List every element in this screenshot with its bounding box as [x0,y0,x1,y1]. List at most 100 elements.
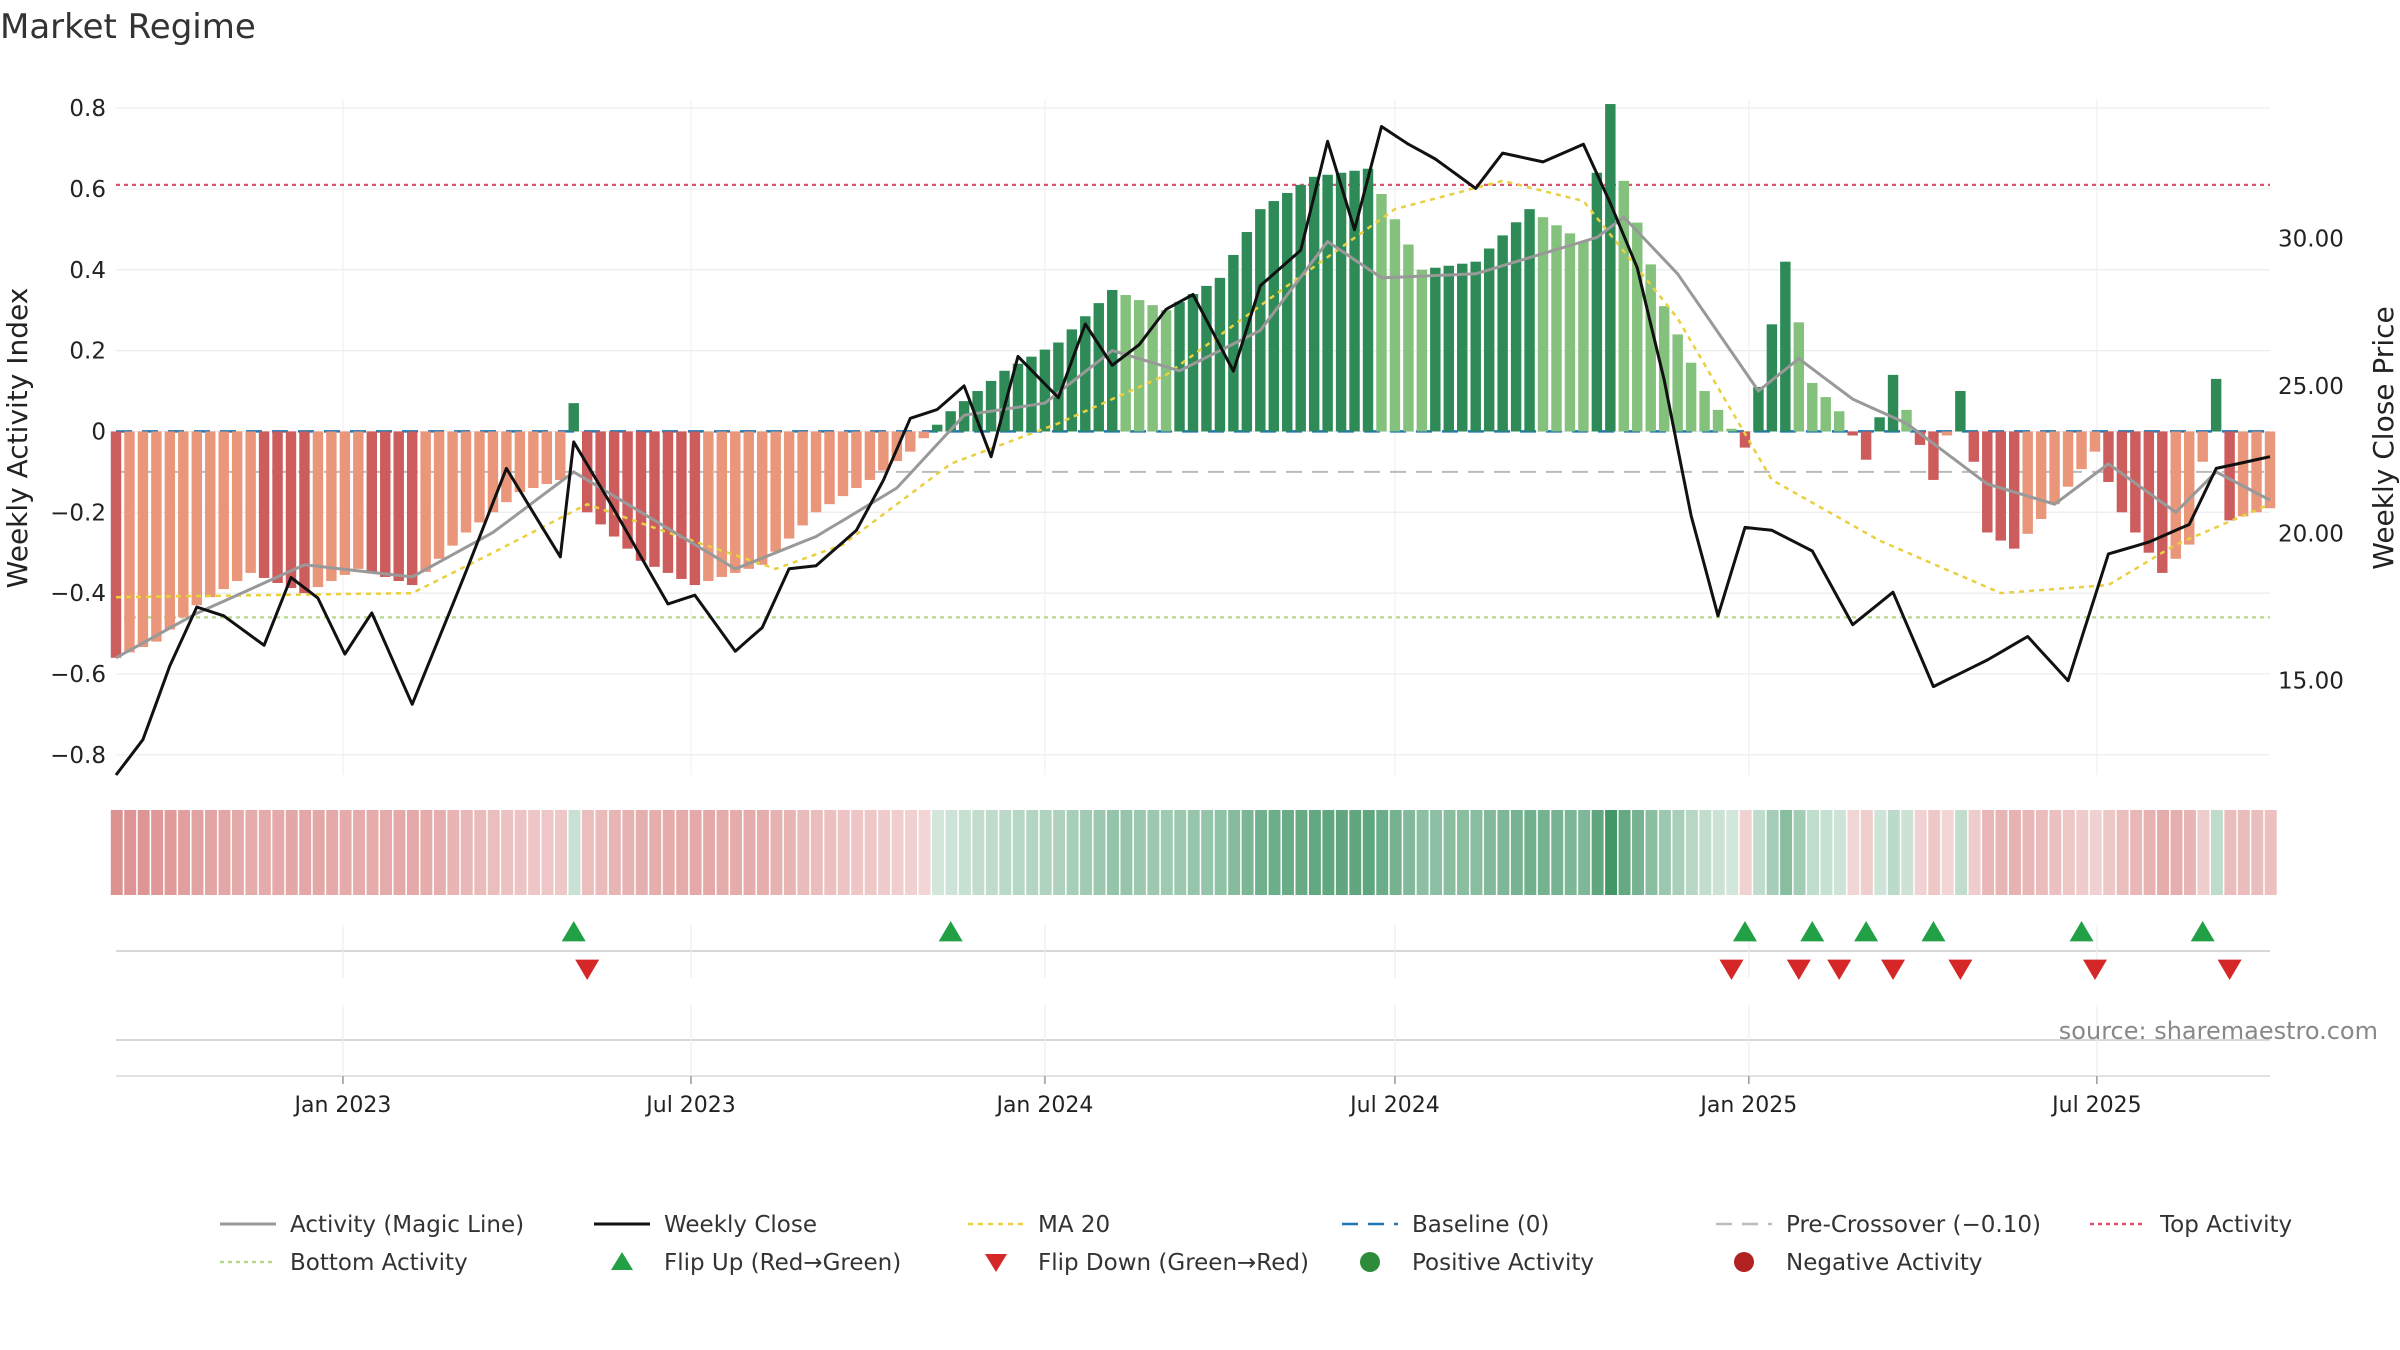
regime-cell [487,810,500,895]
regime-cell [1039,810,1052,895]
activity-bar [285,431,297,589]
activity-bar [393,431,404,581]
activity-bar [2170,431,2181,559]
regime-cell [1564,810,1577,895]
regime-cell [1982,810,1995,895]
regime-cell [1632,810,1644,895]
regime-cell [1914,810,1927,895]
activity-bar [460,431,472,533]
activity-bar [1766,324,1778,432]
regime-cell [528,810,541,895]
legend-item-top: Top Activity [2090,1212,2292,1238]
regime-cell [1349,810,1362,895]
activity-bar [1955,391,1966,432]
activity-bar [810,431,822,513]
activity-bar [1282,192,1293,432]
regime-cell [837,810,850,895]
activity-bar [622,431,633,549]
regime-cell [1147,810,1160,895]
activity-bar [1537,217,1549,432]
regime-cell [931,810,944,895]
activity-bar [1483,248,1495,432]
flip-up-marker [561,921,586,942]
activity-bar [272,431,283,584]
regime-cell [1483,810,1496,895]
legend-item-magic: Activity (Magic Line) [220,1212,524,1238]
activity-bar [245,431,256,573]
series-lines [114,125,2271,776]
regime-cell [1497,810,1510,895]
chart-title: Market Regime [0,7,256,47]
regime-cell [1968,810,1981,895]
activity-bar [1430,267,1441,432]
regime-cell [2210,810,2223,895]
regime-cell [2035,810,2048,895]
regime-cell [1403,810,1416,895]
activity-bar [474,431,485,523]
activity-bar [1739,431,1751,448]
activity-bar [353,431,364,569]
activity-bar [258,431,270,578]
activity-bar [1833,411,1845,432]
regime-cell [1833,810,1846,895]
regime-cell [1995,810,2008,895]
legend-label: Flip Down (Green→Red) [1038,1250,1309,1276]
legend-swatch [1734,1252,1754,1272]
regime-cell [1955,810,1968,895]
regime-cell [783,810,796,895]
regime-cell [1847,810,1860,895]
regime-cell [272,810,285,895]
activity-bar [1335,172,1347,432]
regime-cell [1362,810,1375,895]
activity-bar [2022,431,2033,534]
activity-bar [2008,431,2020,549]
regime-cell [380,810,392,895]
activity-bar [231,431,243,581]
legend-item-close: Weekly Close [594,1212,817,1238]
flip-markers [116,921,2270,980]
activity-bar [339,431,351,575]
activity-bar [1901,409,1912,432]
activity-bar [1308,176,1320,432]
activity-bar [1982,431,1993,533]
regime-cell [1201,810,1214,895]
activity-bar [366,431,378,573]
activity-bar [205,431,216,598]
activity-bar [1726,428,1737,432]
legend-swatch [985,1254,1007,1272]
flip-down-marker [575,959,600,980]
regime-cell [1214,810,1227,895]
flip-down-marker [1881,959,1906,980]
activity-bar [299,431,310,594]
activity-bar [635,431,647,561]
legend-swatch [1360,1252,1380,1272]
regime-cell [1591,810,1604,895]
activity-bar [1941,431,1953,436]
regime-cell [864,810,877,895]
activity-bar [1133,300,1145,432]
flip-up-marker [1921,921,1946,942]
date-tick-label: Jul 2024 [1348,1093,1440,1118]
activity-bar [1605,104,1616,432]
activity-bar [1039,349,1051,432]
activity-bar [178,431,189,618]
legend-item-ma20: MA 20 [968,1212,1110,1238]
y-tick-label: −0.2 [50,500,106,526]
regime-cell [1807,810,1819,895]
regime-cell [1712,810,1725,895]
activity-bar [2035,431,2047,520]
regime-cell [649,810,662,895]
activity-bar [1564,233,1576,432]
date-tick-label: Jul 2023 [644,1093,736,1118]
activity-bar [2210,378,2222,432]
regime-cell [622,810,635,895]
legend-label: Flip Up (Red→Green) [664,1250,901,1276]
activity-bars [110,104,2276,658]
flip-down-marker [2217,959,2242,980]
activity-bar [124,431,135,653]
activity-bar [2103,431,2114,482]
regime-cell [595,810,608,895]
regime-cell [191,810,204,895]
regime-cell [2076,810,2089,895]
